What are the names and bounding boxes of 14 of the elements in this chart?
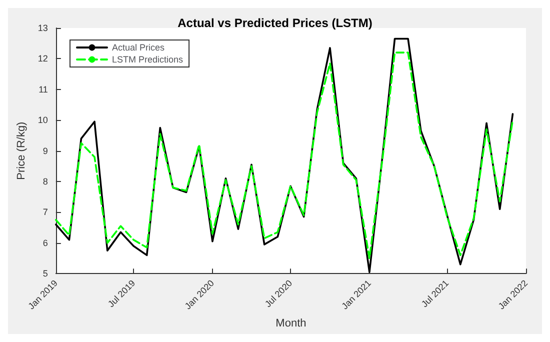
legend-label: Actual Prices [112, 42, 166, 52]
legend-label: LSTM Predictions [112, 54, 184, 64]
chart-title: Actual vs Predicted Prices (LSTM) [178, 16, 372, 30]
y-tick-label: 6 [42, 238, 48, 248]
y-tick-label: 8 [42, 176, 48, 187]
y-tick-label: 12 [38, 54, 48, 64]
x-axis-title: Month [276, 318, 306, 330]
y-tick-label: 9 [42, 146, 48, 156]
y-tick-label: 7 [42, 207, 48, 218]
y-axis-title: Price (R/kg) [16, 122, 28, 180]
y-tick-label: 11 [38, 84, 48, 94]
y-tick-label: 10 [38, 115, 48, 126]
y-tick-label: 13 [38, 23, 48, 33]
y-tick-label: 5 [42, 268, 48, 279]
